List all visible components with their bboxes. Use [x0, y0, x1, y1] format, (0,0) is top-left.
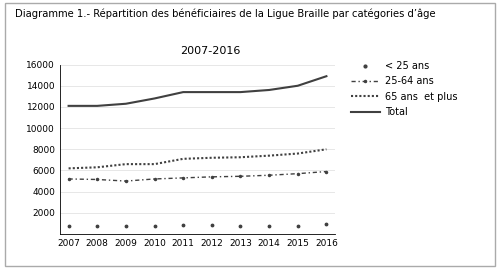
Legend: < 25 ans, 25-64 ans, 65 ans  et plus, Total: < 25 ans, 25-64 ans, 65 ans et plus, Tot… [351, 61, 458, 117]
Text: 2007-2016: 2007-2016 [180, 46, 240, 56]
Text: Diagramme 1.- Répartition des bénéficiaires de la Ligue Braille par catégories d: Diagramme 1.- Répartition des bénéficiai… [15, 8, 436, 19]
